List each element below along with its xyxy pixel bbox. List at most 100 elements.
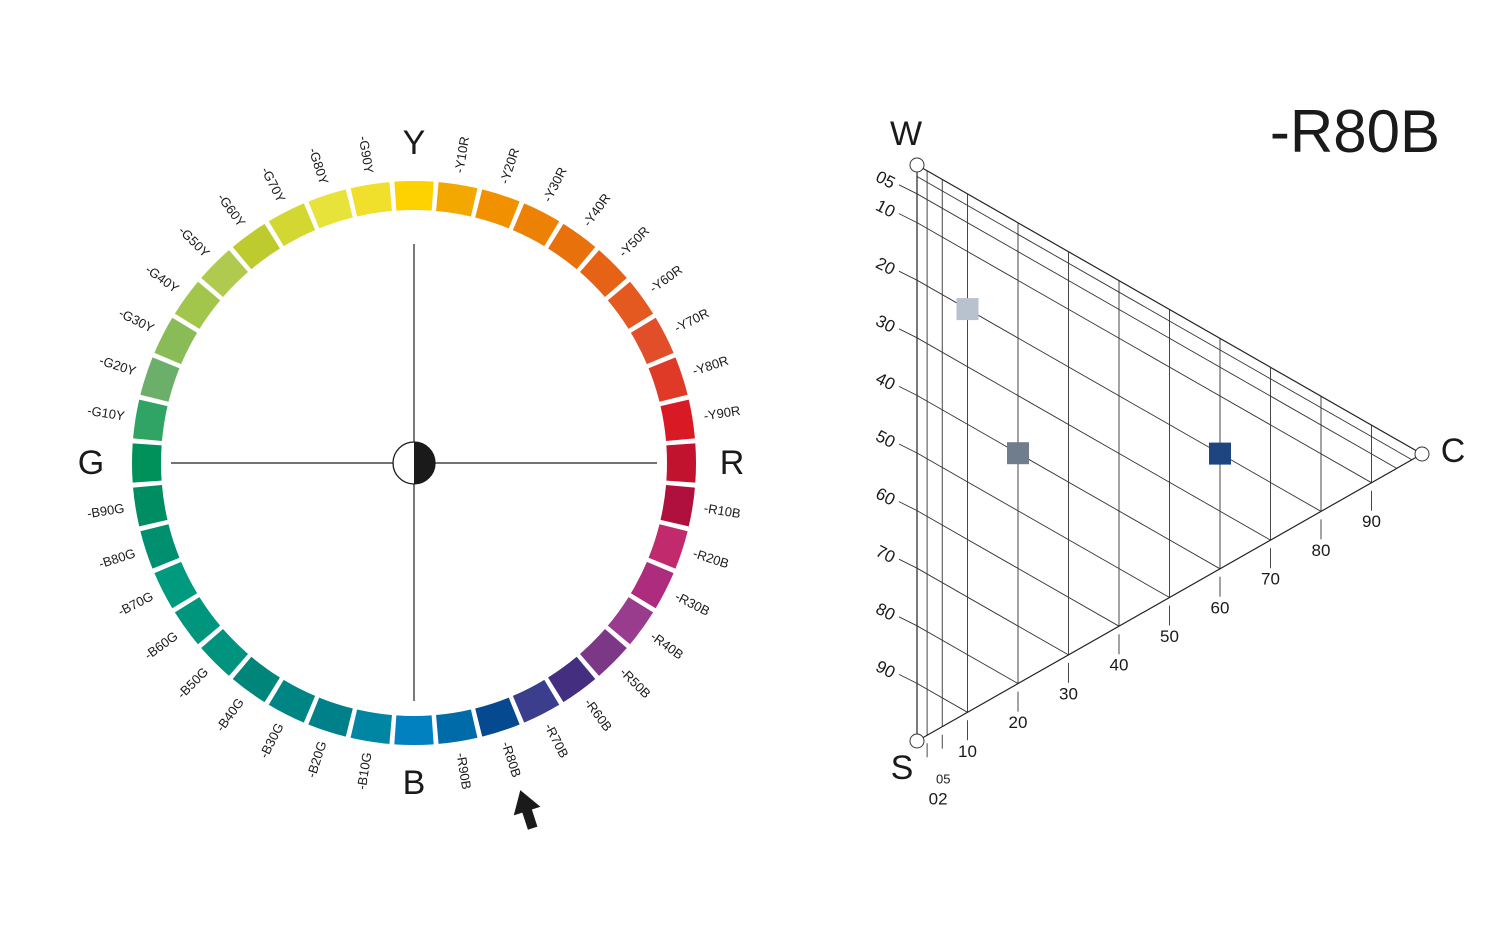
blackness-tick bbox=[898, 213, 918, 224]
hue-label: -B50G bbox=[174, 664, 211, 701]
hue-swatch bbox=[548, 656, 596, 703]
hue-label: -B30G bbox=[256, 720, 286, 760]
hue-label: -Y30R bbox=[540, 165, 570, 205]
chromaticness-tick-label: 10 bbox=[958, 742, 977, 761]
hue-swatch bbox=[630, 317, 674, 365]
hue-swatch bbox=[140, 524, 180, 569]
hue-label: -Y70R bbox=[672, 305, 712, 335]
axis-label-g: G bbox=[78, 444, 104, 482]
axis-label-r: R bbox=[720, 444, 745, 482]
blackness-tick bbox=[898, 328, 918, 339]
hue-label: -G90Y bbox=[356, 135, 377, 175]
blackness-gridline bbox=[916, 222, 1372, 484]
hue-label: -B80G bbox=[97, 545, 137, 571]
blackness-tick bbox=[898, 673, 918, 684]
hue-label: -G20Y bbox=[97, 353, 138, 379]
hue-label: -G30Y bbox=[116, 305, 157, 336]
nuance-triangle: W C S 05 10 20 30 40 50 60 70 80 90 02 05 10 20 30 40 50 60 7… bbox=[873, 115, 1466, 809]
hue-swatch bbox=[579, 628, 627, 676]
chromaticness-tick-label: 90 bbox=[1362, 512, 1381, 531]
colour-sample-square bbox=[956, 298, 979, 321]
blackness-tick bbox=[898, 501, 918, 512]
hue-label: -R20B bbox=[691, 546, 731, 572]
hue-label: -R10B bbox=[703, 500, 742, 521]
hue-swatch bbox=[174, 281, 221, 329]
blackness-tick bbox=[898, 616, 918, 627]
hue-label: -B40G bbox=[213, 695, 247, 734]
hue-swatch bbox=[475, 697, 520, 737]
blackness-gridline bbox=[916, 193, 1397, 469]
hue-swatch bbox=[154, 317, 198, 365]
blackness-tick bbox=[898, 385, 918, 396]
hue-label: -Y20R bbox=[497, 146, 523, 186]
hue-swatch bbox=[154, 561, 198, 609]
blackness-tick-label: 20 bbox=[873, 254, 898, 280]
chromaticness-tick-label: 70 bbox=[1261, 570, 1280, 589]
hue-swatch bbox=[268, 679, 316, 723]
chromaticness-tick-label: 30 bbox=[1059, 684, 1078, 703]
blackness-tick-label: 60 bbox=[873, 484, 898, 510]
hue-label: -R80B bbox=[499, 740, 525, 780]
hue-label: -Y60R bbox=[646, 262, 685, 296]
hue-label: -R30B bbox=[673, 589, 713, 619]
hue-swatch bbox=[350, 709, 392, 744]
hue-swatch bbox=[140, 357, 180, 402]
hue-label: -R50B bbox=[617, 665, 654, 702]
centre-half-fill bbox=[414, 442, 435, 484]
blackness-gridline bbox=[916, 176, 1413, 461]
hue-swatch bbox=[666, 443, 696, 483]
hue-label: -R90B bbox=[454, 752, 475, 791]
hue-swatch bbox=[232, 656, 280, 703]
blackness-gridline bbox=[916, 452, 1170, 598]
blackness-tick-label: 90 bbox=[873, 657, 898, 683]
hue-label: -Y50R bbox=[616, 223, 653, 260]
hue-swatch bbox=[350, 182, 392, 217]
chromaticness-tick-label: 50 bbox=[1160, 627, 1179, 646]
hue-swatch bbox=[436, 709, 478, 744]
hue-label: -G40Y bbox=[143, 262, 182, 296]
vertex-label-w: W bbox=[890, 115, 922, 153]
hue-swatch bbox=[648, 524, 688, 569]
hue-label: -G80Y bbox=[306, 146, 332, 187]
hue-label: -Y80R bbox=[691, 353, 731, 379]
hue-label: -Y10R bbox=[451, 135, 472, 174]
hue-swatch bbox=[512, 203, 560, 247]
hue-swatch bbox=[648, 357, 688, 402]
chromaticness-tick-label: 80 bbox=[1312, 541, 1331, 560]
hue-label: -R60B bbox=[581, 695, 615, 734]
hue-label: -Y90R bbox=[703, 403, 742, 424]
hue-swatch bbox=[201, 250, 249, 298]
hue-label: -R40B bbox=[648, 629, 687, 663]
blackness-tick bbox=[898, 443, 918, 454]
hue-label: -B60G bbox=[141, 628, 180, 662]
chromaticness-tick-label: 02 bbox=[929, 789, 948, 808]
hue-label: -B90G bbox=[86, 500, 125, 521]
vertex-label-c: C bbox=[1441, 432, 1466, 470]
hue-swatch bbox=[174, 597, 221, 645]
black-vertex bbox=[909, 733, 925, 749]
chromaticness-tick-label: 05 bbox=[936, 771, 950, 786]
hue-label: -R70B bbox=[542, 721, 572, 761]
hue-swatch bbox=[660, 485, 695, 527]
hue-swatch bbox=[394, 180, 434, 211]
hue-swatch bbox=[394, 715, 434, 745]
hue-circle: -Y10R -Y20R -Y30R -Y40R-Y50R-Y60R -Y70R -Y80R… bbox=[78, 124, 745, 830]
hue-swatch bbox=[268, 203, 316, 247]
chromaticness-tick-label: 20 bbox=[1009, 713, 1028, 732]
blackness-tick bbox=[898, 184, 918, 195]
axis-label-y: Y bbox=[403, 124, 426, 162]
hue-label: -G60Y bbox=[214, 190, 248, 229]
hue-label: -G70Y bbox=[258, 164, 289, 205]
blackness-gridline bbox=[916, 567, 1069, 656]
axis-label-b: B bbox=[403, 764, 426, 802]
hue-swatch bbox=[308, 697, 353, 737]
colour-sample-square bbox=[1209, 442, 1231, 465]
chromaticness-tick-label: 40 bbox=[1110, 656, 1129, 675]
blackness-tick bbox=[898, 558, 918, 569]
hue-swatch bbox=[607, 281, 654, 329]
colour-sample-square bbox=[1007, 442, 1029, 465]
hue-swatch bbox=[436, 182, 478, 217]
hue-label: -Y40R bbox=[580, 191, 614, 230]
hue-swatch bbox=[475, 189, 520, 229]
